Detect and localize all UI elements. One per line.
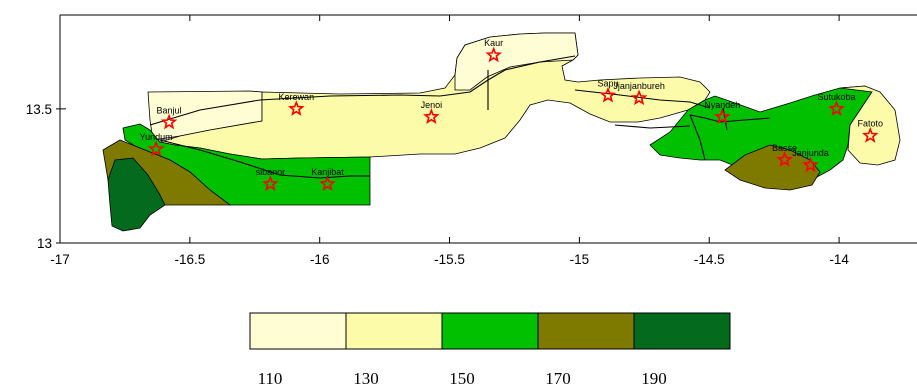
x-tick-label: -16.5 [174, 252, 205, 267]
station-marker[interactable]: Jjanjanbureh [613, 81, 665, 106]
star-icon [485, 46, 503, 63]
station-label: Yundum [140, 132, 173, 142]
star-icon [319, 175, 336, 191]
y-tick-label: 13 [37, 236, 52, 251]
station-marker[interactable]: Basse [772, 143, 797, 167]
station-label: sibanor [256, 167, 286, 177]
stations-layer: Kaur Kerewan Banjul Yundum Jenoi SapuJjanjanb… [140, 38, 883, 191]
legend-swatch [441, 312, 539, 350]
legend-swatch [537, 312, 635, 350]
station-marker[interactable]: Nyandeh [704, 100, 740, 125]
station-marker[interactable]: Kerewan [279, 92, 315, 116]
station-marker[interactable]: Kaur [484, 38, 503, 63]
station-label: Janjunda [792, 148, 829, 158]
station-marker[interactable]: sibanor [256, 167, 286, 191]
station-label: Nyandeh [704, 100, 740, 110]
star-icon [423, 108, 440, 125]
legend-label: 170 [545, 369, 571, 388]
star-icon [147, 140, 165, 157]
station-marker[interactable]: Yundum [140, 132, 173, 157]
station-label: Fatoto [857, 119, 883, 129]
x-tick-label: -16 [310, 252, 330, 267]
y-tick-label: 13.5 [26, 102, 52, 117]
station-label: Basse [772, 143, 797, 153]
station-label: Kaur [484, 38, 503, 48]
star-icon [262, 175, 279, 191]
region-170-east [724, 144, 821, 191]
star-icon [802, 156, 819, 173]
star-icon [630, 89, 648, 106]
station-marker[interactable]: Janjunda [792, 148, 829, 173]
x-tick-label: -14 [829, 252, 849, 267]
legend-swatch [345, 312, 443, 350]
station-marker[interactable]: Fatoto [857, 119, 883, 143]
star-icon [828, 100, 845, 116]
station-marker[interactable]: Sapu [597, 78, 618, 103]
x-tick-label: -15 [570, 252, 590, 267]
legend-swatch [633, 312, 731, 350]
station-label: Jjanjanbureh [613, 81, 665, 91]
legend-swatch [249, 312, 347, 350]
station-label: Banjul [157, 105, 182, 115]
x-tick-label: -15.5 [434, 252, 465, 267]
station-marker[interactable]: Jenoi [421, 100, 443, 125]
legend: 110 130 150 170 190 [249, 312, 731, 388]
station-label: Jenoi [421, 100, 443, 110]
y-axis: 13.5 13 [26, 102, 66, 251]
station-label: Sutukoba [817, 92, 855, 102]
region-130-east [839, 85, 901, 166]
station-label: Kanjibat [311, 167, 344, 177]
region-190-west [107, 157, 166, 232]
legend-label: 150 [449, 369, 475, 388]
station-marker[interactable]: Banjul [157, 105, 182, 130]
station-marker[interactable]: Kanjibat [311, 167, 344, 191]
legend-label: 130 [353, 369, 379, 388]
x-axis: -17 -16.5 -16 -15.5 -15 -14.5 -14 [50, 15, 849, 267]
map-regions [102, 32, 901, 232]
legend-label: 190 [641, 369, 667, 388]
station-marker[interactable]: Sutukoba [817, 92, 856, 116]
x-tick-label: -17 [50, 252, 70, 267]
star-icon [776, 151, 793, 167]
station-label: Kerewan [279, 92, 315, 102]
region-110-kaur [454, 32, 579, 91]
station-label: Sapu [597, 78, 618, 88]
star-icon [862, 127, 879, 143]
star-icon [599, 86, 617, 103]
star-icon [160, 113, 178, 130]
legend-label: 110 [258, 369, 283, 388]
x-tick-label: -14.5 [694, 252, 725, 267]
star-icon [713, 108, 731, 125]
star-icon [287, 100, 305, 116]
map-frame [59, 14, 917, 244]
